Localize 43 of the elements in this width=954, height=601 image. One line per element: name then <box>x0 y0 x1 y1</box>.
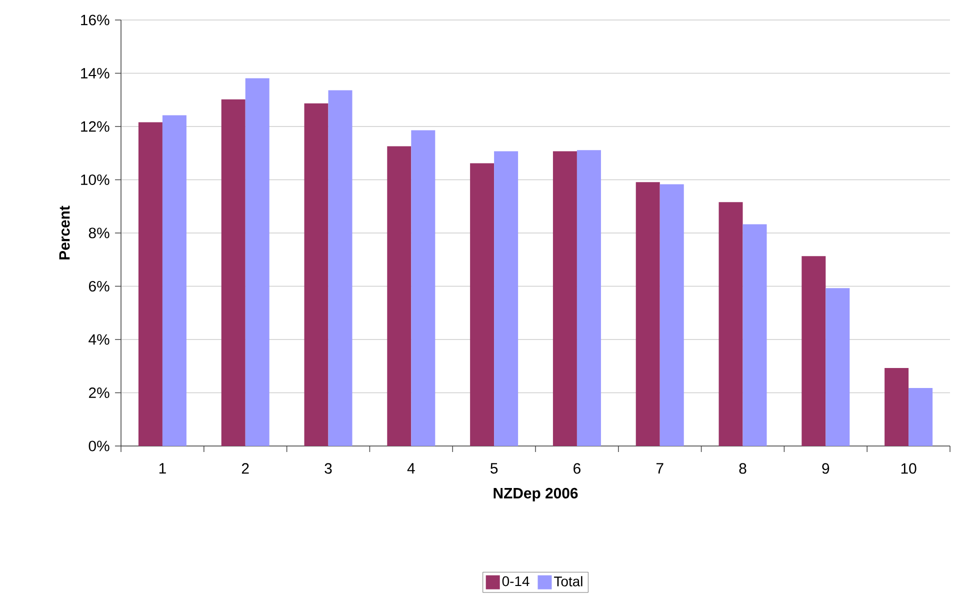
y-tick-label: 16% <box>81 14 110 26</box>
bar <box>826 288 850 446</box>
bar <box>387 146 412 446</box>
legend-label: 0-14 <box>502 576 530 586</box>
legend-label: Total <box>554 576 582 586</box>
bar <box>576 150 601 446</box>
x-tick-label: 7 <box>656 463 664 474</box>
bar <box>304 103 328 446</box>
y-tick-label: 12% <box>81 121 110 132</box>
x-tick-label: 2 <box>242 463 249 474</box>
bar <box>470 163 494 446</box>
bar <box>742 224 767 446</box>
x-tick-label: 1 <box>159 463 166 474</box>
y-tick-label: 10% <box>81 174 110 186</box>
bar <box>908 388 933 446</box>
bar <box>411 130 436 446</box>
x-tick-label: 10 <box>901 463 916 474</box>
bar <box>138 122 162 446</box>
x-axis-title: NZDep 2006 <box>494 488 578 502</box>
y-axis-title: Percent <box>59 206 70 260</box>
x-tick-label: 4 <box>407 463 415 474</box>
bar <box>884 368 909 446</box>
bar <box>718 202 743 446</box>
y-tick-label: 2% <box>88 387 110 398</box>
x-tick-label: 6 <box>574 463 580 474</box>
bar <box>636 182 660 446</box>
y-tick-label: 14% <box>81 68 110 78</box>
x-tick-label: 9 <box>822 463 830 474</box>
y-tick-label: 4% <box>88 334 110 345</box>
y-tick-label: 8% <box>88 228 110 238</box>
bar <box>221 99 246 446</box>
x-tick-label: 8 <box>739 463 746 474</box>
bar <box>162 115 186 446</box>
bar <box>328 90 352 446</box>
y-tick-label: 6% <box>88 280 110 292</box>
bar <box>660 184 684 446</box>
y-tick-label: 0% <box>88 440 110 452</box>
bar <box>802 256 826 446</box>
x-tick-label: 5 <box>490 463 498 474</box>
bar <box>245 78 270 446</box>
x-tick-label: 3 <box>324 463 332 474</box>
bar <box>494 151 518 446</box>
bar <box>552 151 577 446</box>
